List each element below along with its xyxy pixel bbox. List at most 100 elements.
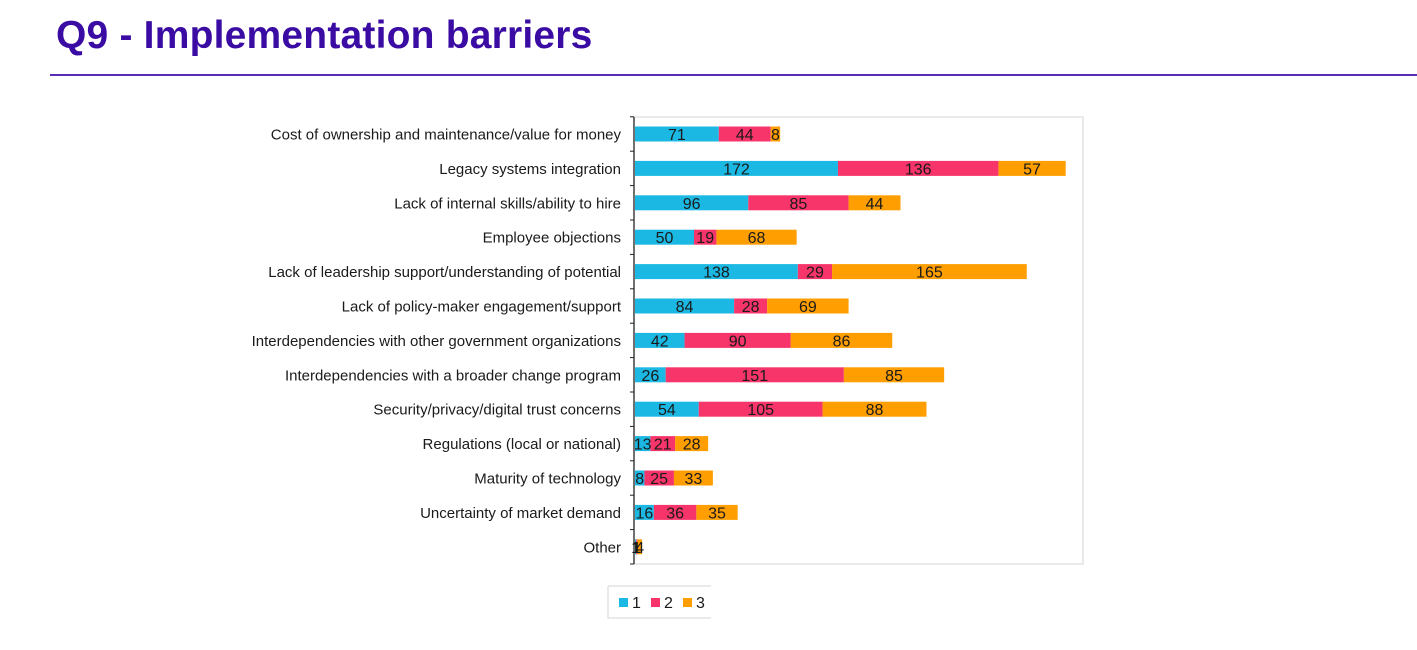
bar-segment-series-1 <box>635 539 637 555</box>
data-label: 90 <box>729 333 747 350</box>
data-label: 26 <box>641 368 659 385</box>
data-label: 71 <box>668 127 686 144</box>
bar-segment-series-1 <box>635 436 651 452</box>
category-label: Interdependencies with other government … <box>252 333 621 350</box>
data-label: 13 <box>634 437 652 454</box>
title-divider <box>50 74 1417 76</box>
data-label: 19 <box>696 230 714 247</box>
data-label: 44 <box>736 127 754 144</box>
data-label: 21 <box>654 437 672 454</box>
bar-segment-series-3 <box>716 229 797 245</box>
bar-segment-series-3 <box>848 195 901 211</box>
data-label: 86 <box>833 333 851 350</box>
data-label: 57 <box>1023 161 1041 178</box>
plot-frame-border <box>634 116 1084 565</box>
data-label: 138 <box>703 265 730 282</box>
legend-border <box>607 585 711 619</box>
data-label: 42 <box>651 333 669 350</box>
data-label: 28 <box>683 437 701 454</box>
category-label: Lack of leadership support/understanding… <box>268 264 621 281</box>
bar-segment-series-3 <box>770 126 781 142</box>
page-title: Q9 - Implementation barriers <box>56 14 593 57</box>
data-label: 172 <box>723 161 750 178</box>
category-label: Legacy systems integration <box>439 161 621 178</box>
bar-segment-series-3 <box>675 436 709 452</box>
data-label: 54 <box>658 402 676 419</box>
bar-segment-series-3 <box>832 264 1027 280</box>
bar-segment-series-2 <box>734 298 768 314</box>
data-label: 1 <box>631 540 640 557</box>
data-label: 29 <box>806 265 824 282</box>
bar-segment-series-2 <box>665 367 844 383</box>
bar-segment-series-2 <box>797 264 833 280</box>
data-label: 85 <box>885 368 903 385</box>
data-label: 85 <box>790 196 808 213</box>
category-label: Cost of ownership and maintenance/value … <box>271 127 622 144</box>
bar-segment-series-1 <box>635 126 719 142</box>
bar-segment-series-1 <box>635 367 666 383</box>
legend-swatch-3[interactable] <box>683 598 692 607</box>
data-label: 33 <box>685 471 703 488</box>
data-label: 165 <box>916 265 943 282</box>
bar-segment-series-2 <box>653 504 697 520</box>
category-label: Employee objections <box>483 230 621 247</box>
bar-segment-series-3 <box>822 401 927 417</box>
bar-segment-series-1 <box>635 470 645 486</box>
bar-segment-series-3 <box>998 160 1066 176</box>
data-label: 84 <box>676 299 694 316</box>
data-label: 4 <box>635 540 644 557</box>
bar-segment-series-1 <box>635 264 798 280</box>
bar-segment-series-2 <box>684 332 791 348</box>
category-axis <box>630 116 635 565</box>
legend[interactable]: 1 2 3 <box>607 585 711 619</box>
bar-segment-series-1 <box>635 504 654 520</box>
data-label: 151 <box>741 368 768 385</box>
bar-segment-series-1 <box>635 401 699 417</box>
data-label: 25 <box>650 471 668 488</box>
data-label: 8 <box>635 471 644 488</box>
bar-segment-series-1 <box>635 332 685 348</box>
data-label: 35 <box>708 505 726 522</box>
bar-segment-series-3 <box>696 504 738 520</box>
bar-segment-series-3 <box>637 539 643 555</box>
data-label: 16 <box>636 505 654 522</box>
data-label: 50 <box>656 230 674 247</box>
legend-entry-3[interactable]: 3 <box>696 595 705 612</box>
bar-segment-series-1 <box>635 229 694 245</box>
bar-segment-series-1 <box>635 195 749 211</box>
bar-segment-series-1 <box>635 160 838 176</box>
data-label: 1 <box>632 540 641 557</box>
data-label: 69 <box>799 299 817 316</box>
data-label: 44 <box>866 196 884 213</box>
bar-segment-series-2 <box>694 229 717 245</box>
data-label: 36 <box>666 505 684 522</box>
bar-segment-series-3 <box>673 470 713 486</box>
bar-segment-series-2 <box>718 126 771 142</box>
bar-segment-series-3 <box>790 332 893 348</box>
data-label: 136 <box>905 161 932 178</box>
plot-area-frame <box>634 116 1084 565</box>
data-label: 68 <box>748 230 766 247</box>
category-label: Interdependencies with a broader change … <box>285 367 621 384</box>
data-label: 88 <box>866 402 884 419</box>
legend-swatch-2[interactable] <box>651 598 660 607</box>
bar-segment-series-2 <box>837 160 999 176</box>
bar-segment-series-3 <box>767 298 849 314</box>
bar-segment-series-2 <box>636 539 638 555</box>
category-label: Lack of policy-maker engagement/support <box>342 299 622 316</box>
category-label: Security/privacy/digital trust concerns <box>373 402 621 419</box>
bar-segment-series-2 <box>748 195 849 211</box>
bar-segment-series-2 <box>650 436 676 452</box>
category-label: Maturity of technology <box>474 471 621 488</box>
data-label: 28 <box>742 299 760 316</box>
bar-segment-series-2 <box>698 401 823 417</box>
legend-entry-1[interactable]: 1 <box>632 595 641 612</box>
bar-segments <box>635 126 1066 555</box>
bar-segment-series-2 <box>644 470 674 486</box>
bar-segment-series-3 <box>843 367 945 383</box>
legend-swatch-1[interactable] <box>619 598 628 607</box>
legend-entry-2[interactable]: 2 <box>664 595 673 612</box>
data-label: 96 <box>683 196 701 213</box>
